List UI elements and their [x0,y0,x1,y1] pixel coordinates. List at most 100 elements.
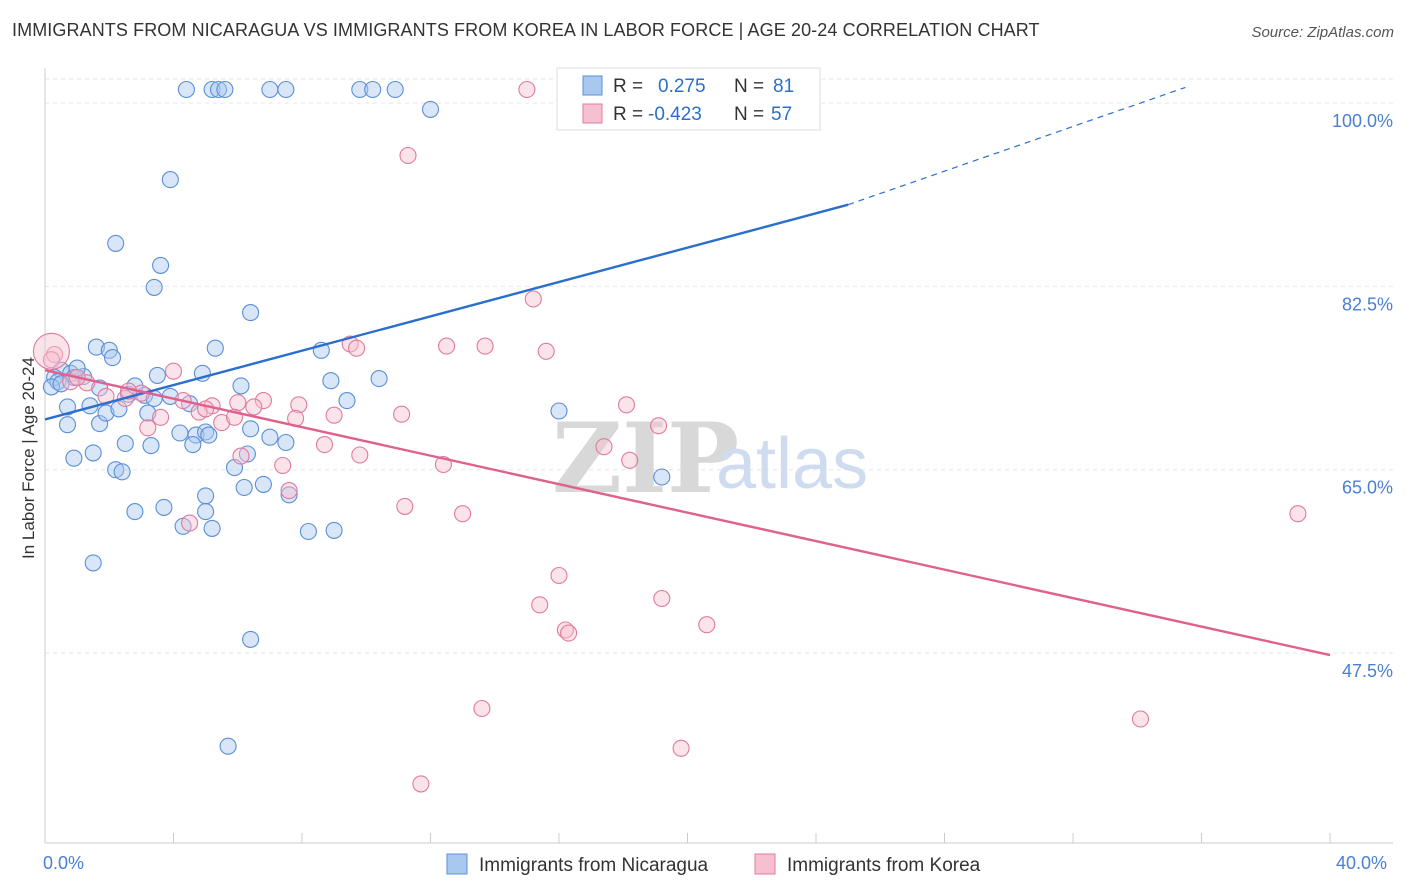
point-korea [274,456,292,475]
stats-n-value-nicaragua: 81 [773,76,794,97]
stats-n-label-nicaragua: N = [734,76,764,97]
point-nicaragua [97,404,115,422]
point-korea [698,616,716,634]
point-nicaragua [58,416,77,434]
stats-swatch-korea [582,103,603,124]
point-nicaragua [325,521,343,539]
trend-line-nicaragua-extension [847,86,1186,206]
point-korea [537,342,555,360]
watermark-zip: ZIP [552,402,739,515]
point-nicaragua [91,415,109,433]
point-korea [181,514,199,532]
point-nicaragua [152,256,170,274]
stats-n-value-korea: 57 [771,104,792,125]
point-korea [476,337,494,355]
y-tick-label: 82.5% [1342,294,1393,314]
point-korea [348,339,366,357]
point-nicaragua [103,349,122,367]
point-nicaragua [107,234,125,252]
point-korea [524,290,542,308]
watermark: ZIP atlas [552,402,868,515]
trend-lines [44,86,1331,657]
point-nicaragua [209,80,228,99]
point-nicaragua [197,423,215,441]
point-korea [97,387,115,405]
y-tick-label: 47.5% [1342,661,1393,681]
legend-swatch-korea [754,853,776,875]
series-legend: Immigrants from Nicaragua Immigrants fro… [446,853,981,876]
point-korea [197,400,215,418]
data-points [32,80,1307,793]
point-korea [315,436,334,454]
point-nicaragua [219,737,237,755]
point-nicaragua [203,80,221,99]
point-nicaragua [277,80,295,99]
x-tick-labels: 0.0% 40.0% [43,853,1387,873]
point-korea [351,446,369,464]
stats-r-value-nicaragua: 0.275 [658,76,706,97]
point-nicaragua [148,366,166,384]
point-korea [454,505,472,523]
point-korea [650,417,668,435]
point-nicaragua [242,304,260,322]
point-nicaragua [232,377,250,395]
point-korea [42,351,60,369]
watermark-atlas: atlas [716,424,868,504]
point-korea [412,775,430,793]
point-nicaragua [161,171,179,189]
point-korea [396,497,414,515]
chart-title: IMMIGRANTS FROM NICARAGUA VS IMMIGRANTS … [12,20,1040,40]
point-nicaragua [42,378,60,396]
point-nicaragua [58,398,77,416]
point-nicaragua [203,519,221,537]
point-nicaragua [200,426,218,444]
point-korea [139,419,157,437]
point-nicaragua [254,475,272,493]
y-axis-title: In Labor Force | Age 20-24 [19,357,38,559]
y-tick-label: 100.0% [1332,111,1393,131]
point-nicaragua [280,486,298,504]
point-nicaragua [177,80,195,99]
point-korea [1131,710,1150,728]
point-korea [560,624,578,642]
point-nicaragua [116,434,134,453]
point-nicaragua [242,630,260,648]
point-nicaragua [113,463,131,481]
point-nicaragua [84,444,102,462]
point-korea [280,482,298,500]
point-korea [245,398,263,416]
point-nicaragua [370,370,388,388]
point-korea [1289,505,1307,523]
point-nicaragua [421,100,440,118]
stats-r-value-korea: -0.423 [648,104,702,125]
point-korea [556,621,574,639]
point-nicaragua [84,554,102,572]
point-nicaragua [261,428,279,446]
trend-line-nicaragua [44,203,849,421]
source-label: Source: ZipAtlas.com [1251,24,1394,41]
point-korea [595,438,613,456]
point-nicaragua [197,503,215,521]
point-nicaragua [187,426,205,444]
point-korea [213,414,231,432]
point-korea [254,392,272,410]
point-nicaragua [261,80,279,99]
point-nicaragua [206,339,224,357]
point-korea [672,739,690,757]
point-nicaragua [242,420,260,438]
legend-label-nicaragua: Immigrants from Nicaragua [479,855,709,876]
x-tick-label-min: 0.0% [43,853,84,873]
point-nicaragua [235,478,253,497]
point-nicaragua [351,80,369,99]
point-nicaragua [145,278,163,296]
point-korea [653,589,671,608]
point-korea [164,362,183,380]
legend-swatch-nicaragua [446,853,468,875]
point-korea [46,345,64,364]
y-tick-label: 65.0% [1342,478,1393,498]
point-korea [518,80,536,99]
point-korea [473,699,491,718]
point-korea [393,405,411,423]
point-korea-large [32,332,70,370]
